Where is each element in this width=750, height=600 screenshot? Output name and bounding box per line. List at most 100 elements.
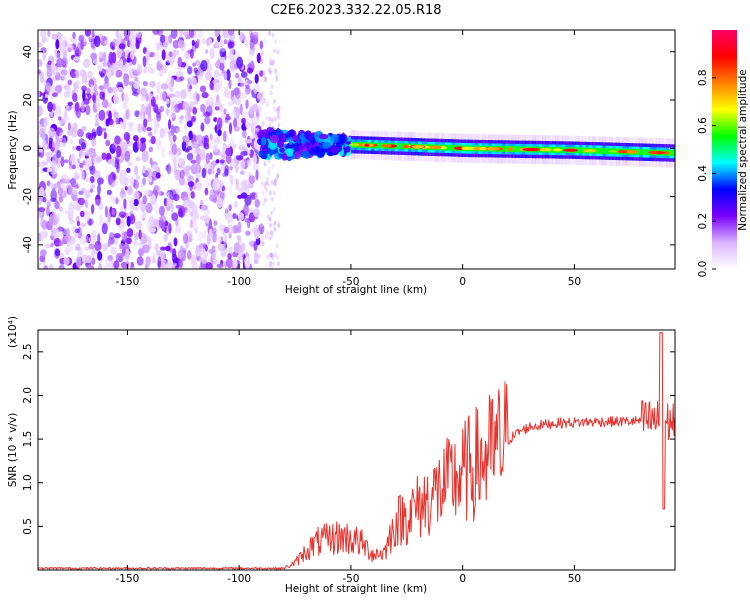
heatmap-cell	[261, 190, 265, 196]
heatmap-cell	[80, 142, 87, 150]
snr-series	[38, 332, 675, 570]
heatmap-cell	[273, 220, 277, 226]
heatmap-cell	[345, 146, 351, 153]
heatmap-cell	[38, 105, 43, 117]
heatmap-cell	[262, 200, 266, 206]
heatmap-cell	[101, 152, 107, 160]
heatmap-cell	[177, 56, 183, 68]
heatmap-cell	[135, 156, 141, 162]
heatmap-cell	[249, 48, 255, 56]
heatmap-cell	[87, 153, 94, 158]
heatmap-cell	[91, 30, 95, 38]
snr-y-ticks: 0.5 1.0 1.5 2.0 2.5	[22, 343, 675, 535]
heatmap-cell	[56, 52, 61, 59]
heatmap-cell	[179, 76, 185, 81]
heatmap-cell	[202, 111, 210, 118]
heatmap-cell	[125, 253, 130, 263]
heatmap-cell	[267, 170, 271, 176]
heatmap-cell	[195, 153, 201, 166]
heatmap-cell	[245, 99, 249, 109]
heatmap-cell	[208, 228, 213, 240]
heatmap-cell	[145, 202, 153, 214]
heatmap-cell	[190, 191, 195, 199]
heatmap-cell	[233, 87, 240, 96]
heatmap-cell	[122, 119, 126, 131]
heatmap-cell	[184, 209, 192, 218]
heatmap-cell	[207, 37, 213, 46]
heatmap-cell	[270, 180, 274, 185]
heatmap-cell	[61, 174, 69, 182]
heatmap-cell	[245, 139, 253, 144]
heatmap-cell	[173, 237, 178, 247]
heatmap-cell	[133, 69, 141, 75]
heatmap-cell	[263, 161, 267, 167]
heatmap-cell	[275, 243, 279, 249]
y-tick-label: 2.0	[22, 387, 34, 404]
heatmap-cell	[235, 72, 240, 79]
heatmap-cell	[216, 263, 224, 269]
heatmap-cell	[86, 87, 91, 95]
heatmap-cell	[273, 48, 277, 54]
heatmap-cell	[214, 106, 220, 111]
heatmap-cell	[103, 131, 107, 140]
heatmap-cell	[84, 199, 89, 209]
heatmap-cell	[198, 231, 203, 243]
heatmap-cell	[220, 251, 227, 258]
heatmap-cell	[100, 127, 107, 132]
heatmap-cell	[297, 145, 304, 151]
heatmap-cell	[119, 193, 125, 200]
heatmap-cell	[49, 213, 54, 226]
heatmap-cell	[221, 30, 229, 38]
heatmap-cell	[249, 106, 255, 115]
heatmap-cell	[253, 258, 259, 264]
heatmap-cell	[156, 110, 161, 119]
heatmap-cell	[209, 152, 213, 160]
heatmap-cell	[107, 84, 114, 97]
heatmap-cell	[200, 122, 205, 132]
heatmap-cell	[209, 133, 213, 141]
heatmap-cell	[148, 228, 157, 233]
heatmap-cell	[553, 148, 562, 152]
heatmap-cell	[118, 224, 122, 235]
heatmap-cell	[219, 49, 223, 57]
heatmap-cell	[251, 227, 259, 234]
heatmap-cell	[153, 124, 158, 136]
heatmap-cell	[243, 37, 249, 48]
heatmap-cell	[269, 90, 273, 96]
heatmap-cell	[128, 124, 134, 132]
heatmap-cell	[266, 154, 271, 161]
heatmap-cell	[122, 102, 128, 110]
heatmap-cell	[154, 243, 159, 252]
snr-frame	[37, 329, 676, 571]
heatmap-cell	[87, 264, 95, 269]
heatmap-cell	[160, 246, 167, 251]
heatmap-cell	[58, 195, 64, 203]
heatmap-cell	[87, 70, 93, 80]
heatmap-cell	[74, 101, 80, 113]
heatmap-cell	[204, 116, 211, 125]
heatmap-cell	[42, 139, 47, 150]
heatmap-cell	[118, 211, 127, 218]
heatmap-cell	[221, 224, 227, 236]
colorbar-tick-label: 0.0	[697, 261, 709, 278]
heatmap-cell	[150, 135, 156, 145]
heatmap-cell	[304, 130, 313, 140]
heatmap-cell	[219, 62, 225, 71]
heatmap-cell	[195, 59, 201, 66]
heatmap-cell	[228, 185, 232, 196]
heatmap-cell	[176, 66, 183, 71]
heatmap-cell	[213, 258, 218, 265]
x-tick-label: -100	[227, 573, 251, 585]
heatmap-cell	[202, 230, 207, 239]
heatmap-cell	[149, 94, 153, 100]
heatmap-cell	[50, 61, 56, 70]
heatmap-cell	[170, 77, 175, 87]
x-tick-label: -150	[115, 276, 139, 288]
heatmap-cell	[228, 79, 232, 90]
spectrogram-panel: -150 -100 -50 0 50 -40 -20 0 20 40 Height of str…	[7, 29, 676, 296]
heatmap-cell	[229, 174, 234, 186]
heatmap-cell	[169, 189, 177, 201]
heatmap-cell	[115, 117, 119, 125]
heatmap-cell	[119, 173, 126, 186]
heatmap-cell	[79, 210, 85, 218]
